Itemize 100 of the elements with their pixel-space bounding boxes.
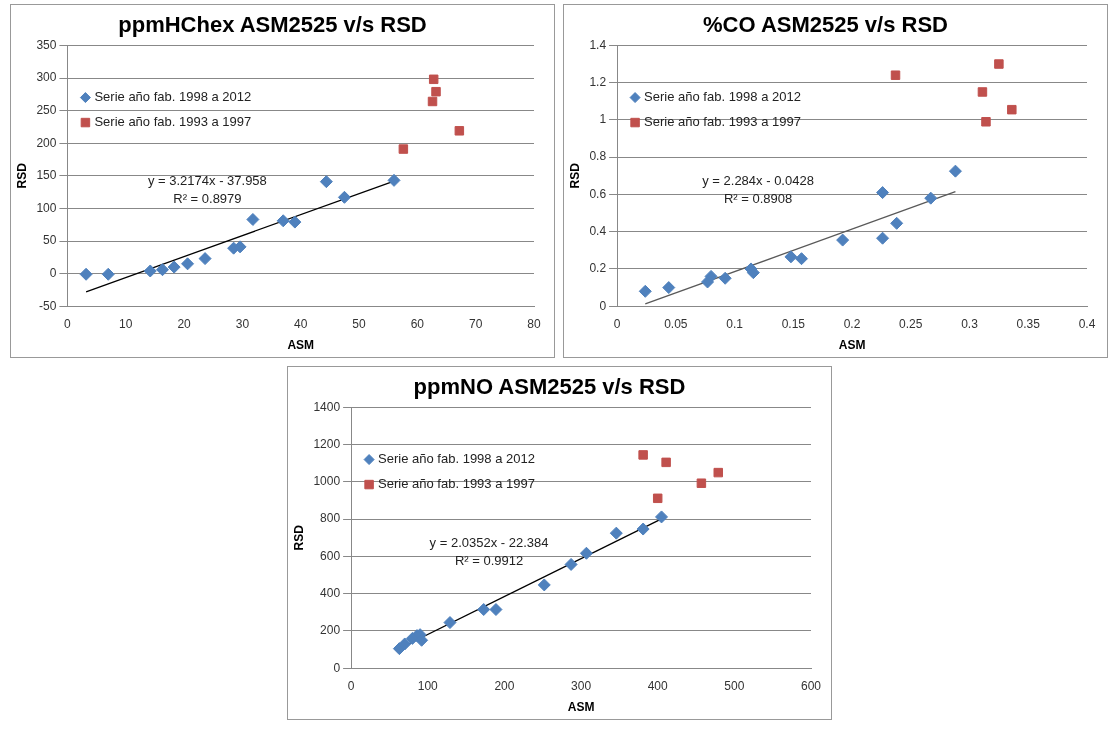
- y-tick-label: 1200: [312, 436, 340, 451]
- point: [637, 450, 648, 460]
- point: [652, 493, 662, 504]
- legend-label: Serie año fab. 1998 a 2012: [377, 451, 535, 467]
- y-tick-label: 1: [599, 112, 607, 127]
- point: [181, 257, 195, 271]
- y-tick-label: 300: [36, 70, 57, 85]
- annotation: R² = 0.8979: [173, 190, 242, 206]
- point: [428, 74, 439, 85]
- point: [276, 214, 290, 228]
- x-tick-label: 40: [294, 316, 308, 331]
- point: [609, 526, 623, 540]
- chart-title: ppmHChex ASM2525 v/s RSD: [118, 12, 427, 38]
- point: [718, 271, 732, 285]
- y-tick-label: 200: [319, 623, 340, 638]
- x-tick-label: 50: [352, 316, 367, 331]
- y-tick-label: 0: [332, 660, 340, 675]
- y-tick-label: 200: [36, 135, 57, 150]
- y-tick-label: 0.4: [589, 224, 607, 238]
- x-tick-label: 0.25: [899, 316, 923, 331]
- x-tick-label: 0: [64, 316, 72, 331]
- y-tick-label: 400: [319, 586, 340, 600]
- x-tick-label: 600: [800, 678, 821, 693]
- x-axis-title: ASM: [838, 338, 866, 353]
- x-tick-label: 30: [235, 316, 250, 331]
- legend-label: Serie año fab. 1993 a 1997: [644, 114, 801, 130]
- legend-label: Serie año fab. 1993 a 1997: [94, 114, 252, 130]
- x-tick-label: 500: [723, 678, 745, 693]
- point: [101, 267, 115, 281]
- point: [784, 250, 798, 264]
- y-tick-label: 600: [319, 548, 340, 563]
- point: [662, 281, 676, 295]
- point: [427, 96, 438, 107]
- point: [660, 457, 671, 468]
- point: [981, 117, 991, 127]
- point: [454, 126, 465, 136]
- point: [397, 637, 411, 651]
- point: [476, 603, 490, 617]
- point: [713, 467, 723, 478]
- point: [442, 616, 456, 630]
- point: [431, 86, 441, 97]
- annotation: y = 3.2174x - 37.958: [147, 172, 267, 188]
- point: [155, 263, 169, 277]
- x-tick-label: 0: [613, 316, 621, 331]
- point: [977, 87, 988, 97]
- x-tick-label: 0.15: [781, 316, 806, 331]
- y-tick-label: 1000: [312, 474, 340, 489]
- annotation: R² = 0.9912: [454, 552, 523, 568]
- y-tick-label: 1.4: [589, 37, 607, 52]
- chart-title: ppmNO ASM2525 v/s RSD: [413, 374, 685, 400]
- y-axis-title: RSD: [291, 524, 306, 551]
- point: [288, 215, 302, 229]
- y-tick-label: 0.8: [589, 149, 607, 164]
- y-tick-label: 0: [599, 298, 607, 313]
- point: [890, 216, 904, 230]
- point: [636, 522, 650, 536]
- y-tick-label: 0.6: [589, 186, 607, 201]
- point: [167, 260, 181, 274]
- y-axis-title: RSD: [567, 162, 582, 189]
- point: [537, 578, 551, 592]
- x-tick-label: 0.35: [1016, 316, 1041, 331]
- y-tick-label: 0.2: [589, 261, 607, 276]
- y-tick-label: 1400: [312, 399, 340, 414]
- point: [564, 557, 578, 571]
- x-axis-title: ASM: [287, 338, 315, 353]
- x-tick-label: 10: [119, 316, 133, 331]
- point: [337, 190, 351, 204]
- y-tick-label: 250: [36, 102, 57, 117]
- y-tick-label: 350: [36, 37, 57, 52]
- x-axis-title: ASM: [567, 700, 594, 715]
- point: [143, 264, 157, 278]
- chart-title: %CO ASM2525 v/s RSD: [703, 12, 948, 38]
- point: [638, 284, 652, 298]
- point: [579, 546, 593, 560]
- point: [924, 191, 938, 205]
- y-axis-title: RSD: [14, 162, 29, 189]
- x-tick-label: 300: [570, 678, 591, 693]
- x-tick-label: 0: [347, 678, 355, 693]
- point: [246, 212, 260, 226]
- y-tick-label: 1.2: [589, 74, 607, 89]
- point: [876, 231, 890, 245]
- x-tick-label: 100: [417, 678, 438, 693]
- point: [890, 70, 901, 80]
- point: [1007, 104, 1017, 115]
- y-tick-label: 100: [36, 200, 57, 215]
- point: [79, 267, 93, 281]
- y-tick-label: 150: [36, 168, 57, 183]
- point: [836, 233, 850, 247]
- point: [488, 603, 502, 617]
- y-tick-label: 800: [319, 511, 340, 526]
- x-tick-label: 400: [647, 678, 668, 693]
- x-tick-label: 0.1: [726, 316, 744, 331]
- point: [876, 186, 890, 200]
- x-tick-label: 0.2: [843, 316, 861, 331]
- annotation: y = 2.0352x - 22.384: [429, 534, 549, 550]
- point: [696, 478, 706, 488]
- x-tick-label: 0.3: [961, 316, 979, 331]
- x-tick-label: 70: [469, 316, 483, 331]
- legend-label: Serie año fab. 1998 a 2012: [94, 89, 252, 105]
- annotation: y = 2.284x - 0.0428: [702, 172, 814, 188]
